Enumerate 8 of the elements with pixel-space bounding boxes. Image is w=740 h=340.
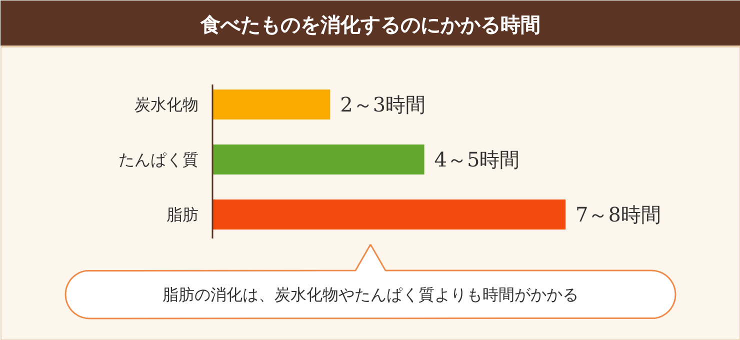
text: 脂肪の消化は、炭水化物やたんぱく質よりも時間がかかる <box>162 285 578 304</box>
y-tick-label: 炭水化物 <box>134 95 198 114</box>
data-label: 2～3時間 <box>340 92 426 116</box>
y-tick-label: 脂肪 <box>166 205 198 224</box>
y-tick-label: たんぱく質 <box>118 150 198 169</box>
data-label: 4～5時間 <box>434 148 520 172</box>
data-label: 7～8時間 <box>576 202 661 226</box>
chart-title: 食べたものを消化するのにかかる時間 <box>200 12 540 36</box>
